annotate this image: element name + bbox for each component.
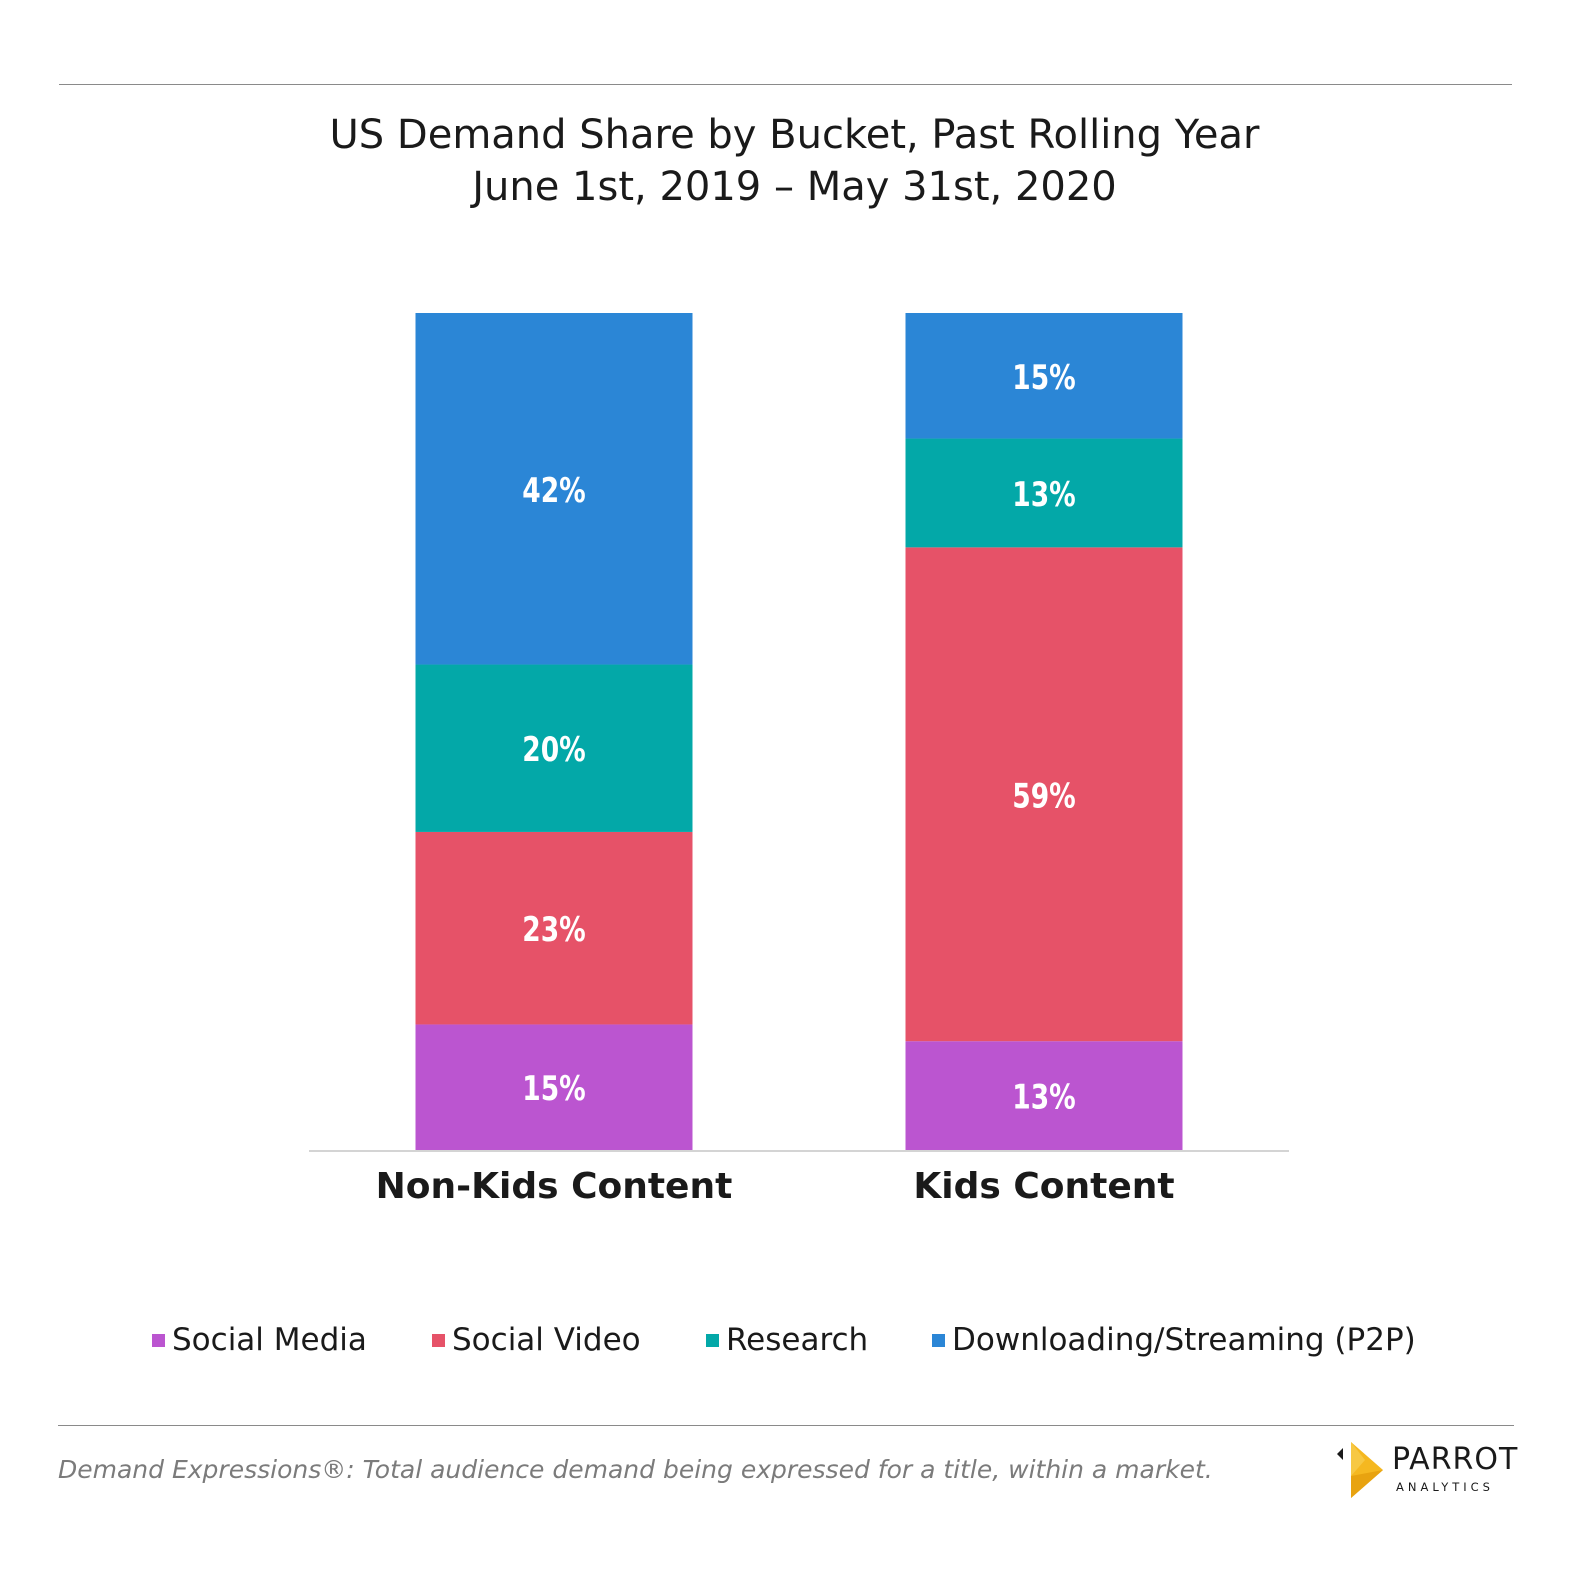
legend-label: Social Video [452, 1322, 641, 1358]
legend-item: Research [706, 1318, 868, 1362]
legend-label: Social Media [172, 1322, 367, 1358]
data-label: 13% [1012, 476, 1075, 515]
legend-swatch [432, 1333, 445, 1347]
stacked-bar-chart: 15% 23% 20% 42% Non-Kids Content 13% 59% 13% 15%… [309, 313, 1289, 1207]
parrot-logo-icon [1337, 1442, 1383, 1498]
data-label: 42% [522, 472, 585, 511]
bar-segment-kids-content-research [905, 438, 1183, 548]
legend-item: Social Video [432, 1318, 641, 1362]
legend-item: Downloading/Streaming (P2P) [932, 1318, 1416, 1362]
data-label: 15% [522, 1070, 585, 1109]
bottom-divider [58, 1425, 1514, 1426]
bar-segment-non-kids-content-social-video [415, 831, 693, 1025]
bar-segment-kids-content-social-video [905, 547, 1183, 1042]
bar-segment-non-kids-content-social-media [415, 1024, 693, 1150]
bar-segment-non-kids-content-research [415, 664, 693, 832]
chart-subtitle: June 1st, 2019 – May 31st, 2020 [472, 164, 1117, 210]
data-label: 59% [1012, 777, 1075, 816]
category-label: Kids Content [913, 1166, 1174, 1207]
data-label: 15% [1012, 359, 1075, 398]
footer-note: Demand Expressions®: Total audience dema… [58, 1455, 1213, 1484]
legend-swatch [706, 1333, 719, 1347]
data-label: 23% [522, 911, 585, 950]
data-label: 20% [522, 731, 585, 770]
category-label: Non-Kids Content [376, 1166, 733, 1207]
legend-swatch [152, 1333, 165, 1347]
legend-item: Social Media [152, 1318, 367, 1362]
legend: Social Media Social Video Research Download… [0, 1318, 1589, 1362]
parrot-analytics-logo: PARROT ANALYTICS [1335, 1440, 1535, 1500]
top-divider [59, 84, 1512, 85]
logo-subtitle: ANALYTICS [1396, 1480, 1494, 1494]
bar-segment-non-kids-content-downloading-streaming-p2p- [415, 313, 693, 665]
chart-title: US Demand Share by Bucket, Past Rolling … [329, 112, 1260, 158]
legend-label: Research [726, 1322, 869, 1358]
bar-segment-kids-content-downloading-streaming-p2p- [905, 313, 1183, 439]
data-label: 13% [1012, 1078, 1075, 1117]
bar-segment-kids-content-social-media [905, 1041, 1183, 1150]
logo-wordmark: PARROT [1392, 1442, 1519, 1477]
legend-label: Downloading/Streaming (P2P) [952, 1322, 1416, 1358]
legend-swatch [932, 1333, 945, 1347]
